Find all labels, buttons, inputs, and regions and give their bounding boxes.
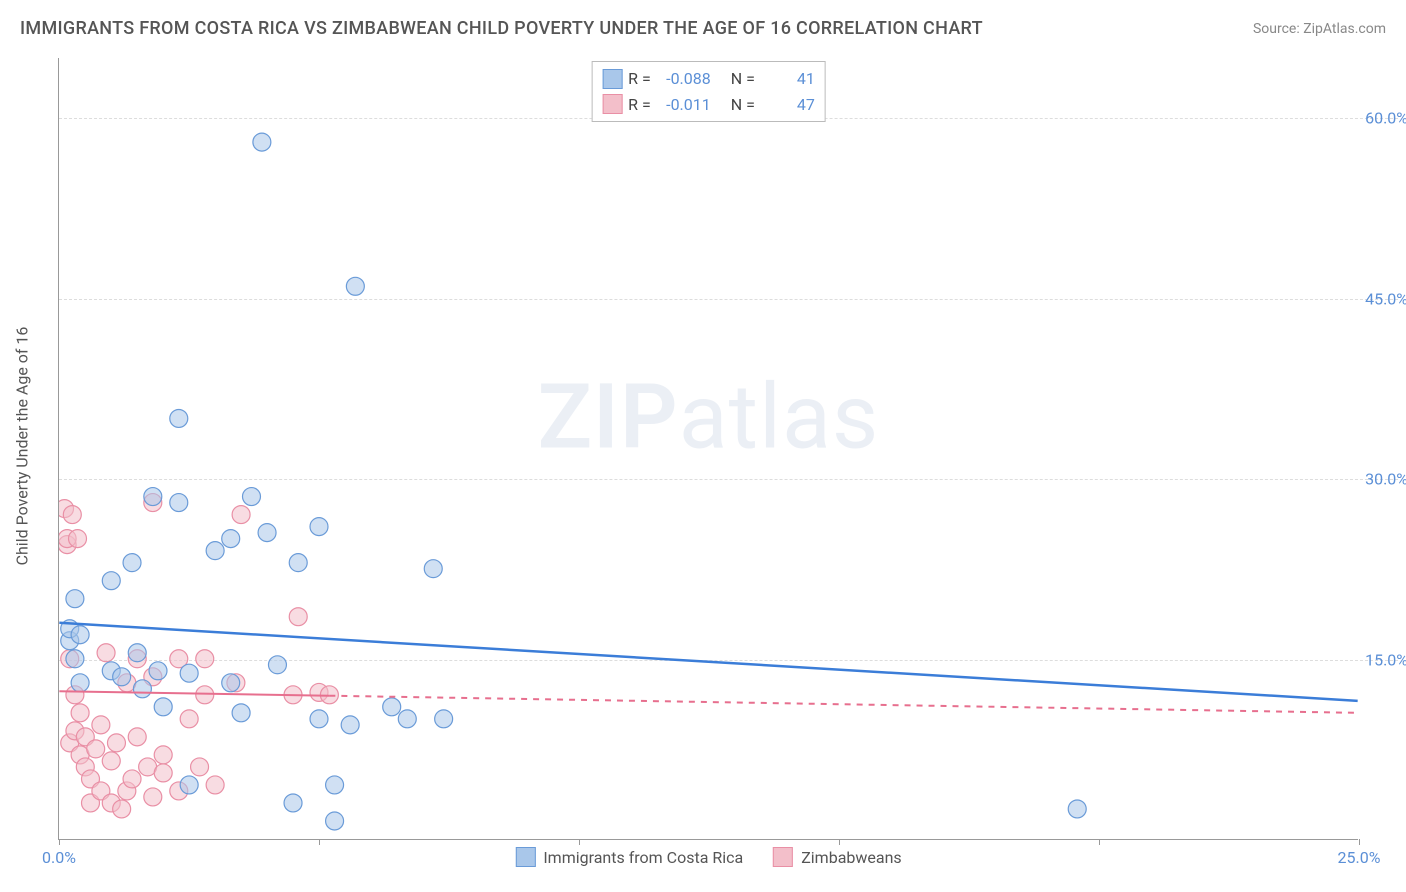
data-point (435, 710, 453, 728)
plot-area: ZIPatlas R = -0.088 N = 41 R = -0.011 N … (58, 58, 1358, 840)
legend-item-1: Immigrants from Costa Rica (515, 847, 743, 867)
xtick-mark (59, 839, 60, 845)
data-point (180, 776, 198, 794)
data-point (180, 710, 198, 728)
data-point (133, 680, 151, 698)
n-value-1: 41 (761, 66, 815, 92)
n-value-2: 47 (761, 92, 815, 118)
swatch-series-1 (602, 69, 622, 89)
r-label: R = (628, 92, 651, 118)
data-point (326, 812, 344, 830)
data-point (341, 716, 359, 734)
xtick-mark (839, 839, 840, 845)
data-point (191, 758, 209, 776)
data-point (310, 710, 328, 728)
data-point (196, 650, 214, 668)
source-label: Source: (1253, 21, 1303, 37)
data-point (268, 656, 286, 674)
data-point (92, 716, 110, 734)
legend-label-2: Zimbabweans (801, 848, 901, 867)
data-point (144, 788, 162, 806)
data-point (71, 626, 89, 644)
data-point (258, 524, 276, 542)
data-point (66, 590, 84, 608)
data-point (66, 650, 84, 668)
swatch-legend-2 (773, 847, 793, 867)
data-point (232, 506, 250, 524)
data-point (170, 409, 188, 427)
correlation-legend: R = -0.088 N = 41 R = -0.011 N = 47 (591, 61, 826, 122)
r-label: R = (628, 66, 651, 92)
legend-label-1: Immigrants from Costa Rica (543, 848, 743, 867)
legend-row-series-1: R = -0.088 N = 41 (602, 66, 815, 92)
n-label: N = (731, 92, 755, 118)
data-point (398, 710, 416, 728)
data-point (222, 674, 240, 692)
swatch-series-2 (602, 94, 622, 114)
chart-title: IMMIGRANTS FROM COSTA RICA VS ZIMBABWEAN… (20, 18, 983, 39)
data-point (102, 572, 120, 590)
data-point (383, 698, 401, 716)
xtick-label: 0.0% (42, 848, 76, 867)
data-point (310, 518, 328, 536)
swatch-legend-1 (515, 847, 535, 867)
data-point (97, 644, 115, 662)
data-point (69, 530, 87, 548)
data-point (87, 740, 105, 758)
data-point (289, 554, 307, 572)
data-point (63, 506, 81, 524)
data-point (154, 764, 172, 782)
source-credit: Source: ZipAtlas.com (1253, 21, 1386, 37)
scatter-svg (59, 58, 1358, 839)
data-point (326, 776, 344, 794)
xtick-label: 25.0% (1338, 848, 1381, 867)
series-legend: Immigrants from Costa Rica Zimbabweans (515, 847, 901, 867)
legend-row-series-2: R = -0.011 N = 47 (602, 92, 815, 118)
xtick-mark (1359, 839, 1360, 845)
y-axis-title: Child Poverty Under the Age of 16 (13, 327, 32, 566)
data-point (71, 704, 89, 722)
n-label: N = (731, 66, 755, 92)
data-point (123, 770, 141, 788)
data-point (253, 133, 271, 151)
data-point (128, 728, 146, 746)
trendline-costa-rica (59, 623, 1357, 701)
trendline-zimbabweans-dash (329, 696, 1357, 713)
data-point (128, 644, 146, 662)
data-point (284, 794, 302, 812)
data-point (222, 530, 240, 548)
source-link[interactable]: ZipAtlas.com (1303, 21, 1386, 37)
xtick-mark (1099, 839, 1100, 845)
data-point (196, 686, 214, 704)
data-point (180, 664, 198, 682)
xtick-mark (319, 839, 320, 845)
data-point (107, 734, 125, 752)
r-value-2: -0.011 (657, 92, 711, 118)
data-point (71, 674, 89, 692)
data-point (144, 488, 162, 506)
data-point (1068, 800, 1086, 818)
data-point (113, 800, 131, 818)
data-point (102, 752, 120, 770)
data-point (154, 698, 172, 716)
xtick-mark (579, 839, 580, 845)
data-point (424, 560, 442, 578)
data-point (289, 608, 307, 626)
data-point (170, 494, 188, 512)
data-point (206, 776, 224, 794)
data-point (346, 277, 364, 295)
data-point (113, 668, 131, 686)
legend-item-2: Zimbabweans (773, 847, 901, 867)
r-value-1: -0.088 (657, 66, 711, 92)
data-point (232, 704, 250, 722)
data-point (242, 488, 260, 506)
data-point (206, 542, 224, 560)
data-point (123, 554, 141, 572)
data-point (149, 662, 167, 680)
data-point (154, 746, 172, 764)
